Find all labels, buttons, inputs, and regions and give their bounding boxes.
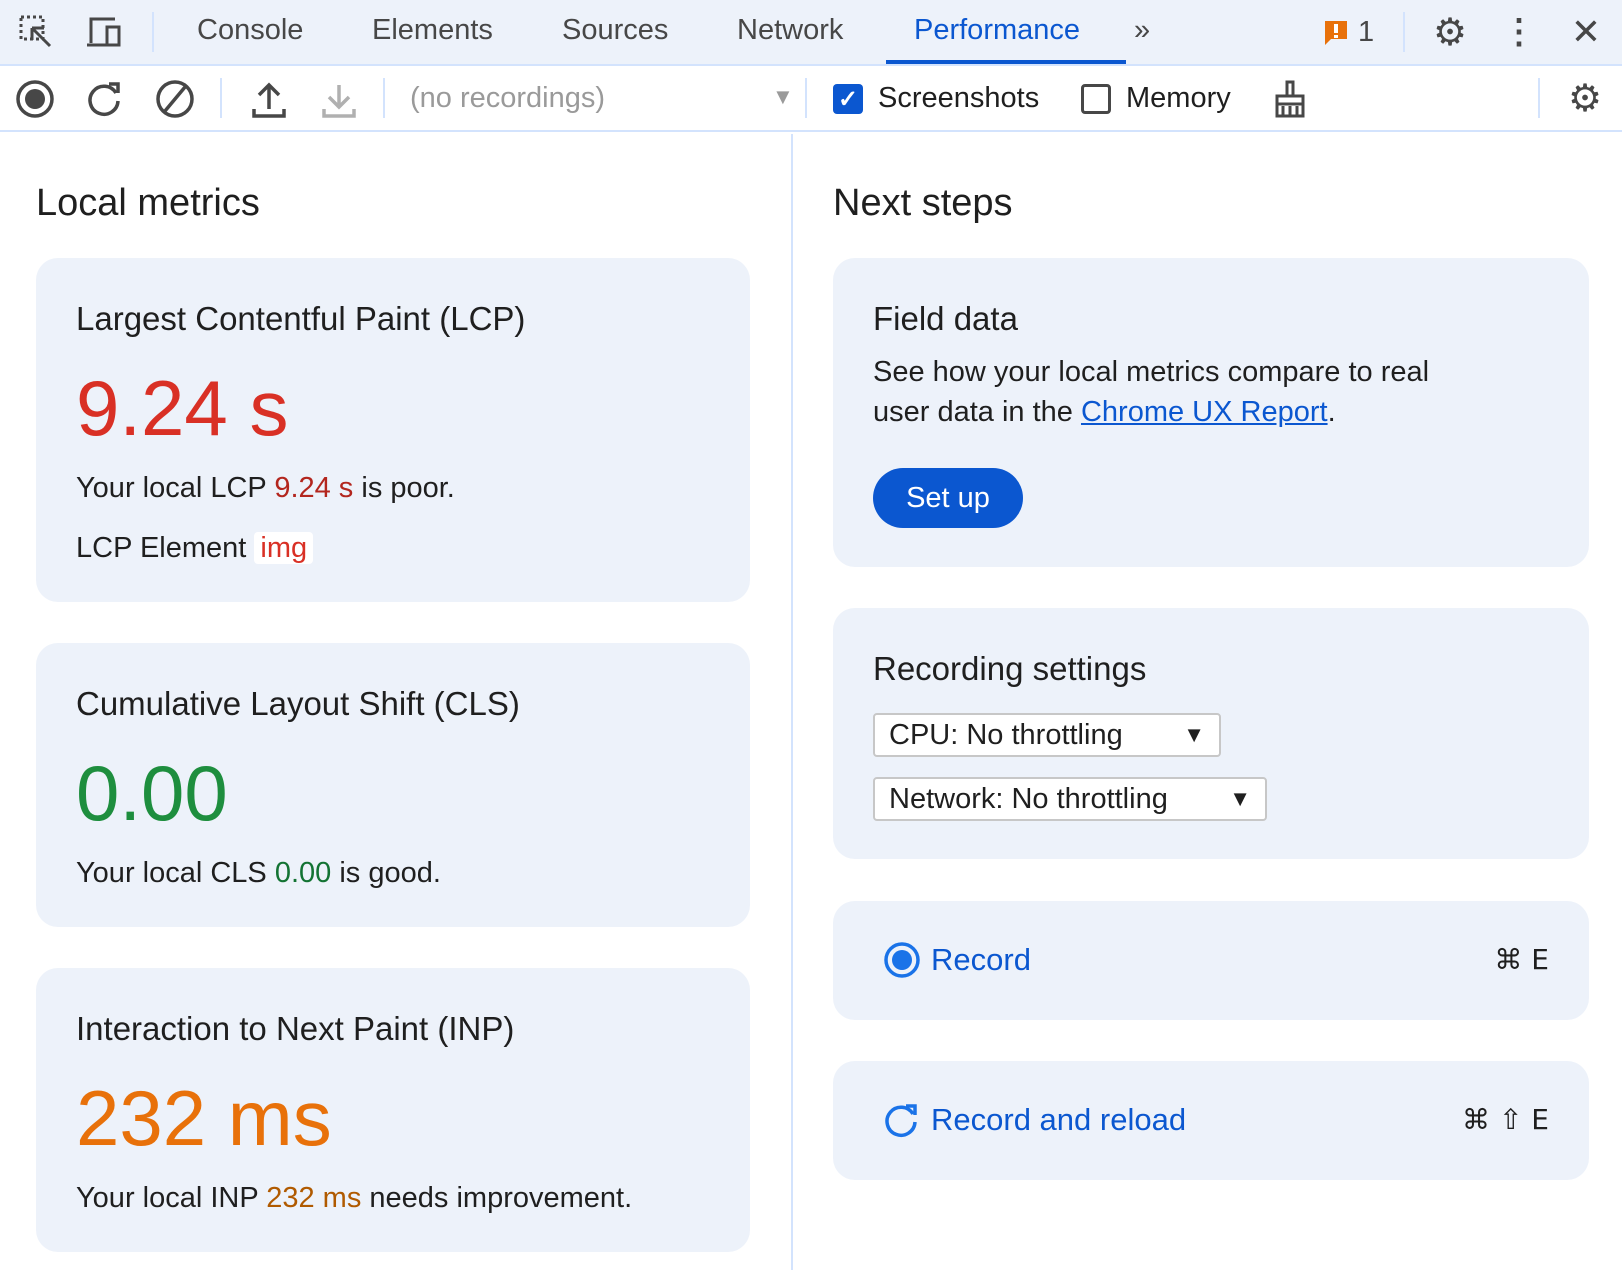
field-data-title: Field data [873,300,1018,337]
tab-network[interactable]: Network [737,14,844,46]
lcp-title: Largest Contentful Paint (LCP) [76,300,526,337]
memory-checkbox[interactable] [1081,84,1111,114]
cls-desc-post: is good. [331,857,441,889]
cls-value: 0.00 [76,749,228,837]
cls-desc-pre: Your local CLS [76,857,275,889]
field-data-card: Field data See how your local metrics co… [833,258,1589,567]
lcp-desc-value: 9.24 s [274,472,354,504]
screenshots-label[interactable]: Screenshots [878,82,1040,114]
reload-record-icon[interactable] [84,78,126,120]
set-up-button[interactable]: Set up [873,468,1023,528]
record-label: Record [931,942,1031,977]
record-action[interactable]: Record [883,941,1031,979]
lcp-element-chip[interactable]: img [254,532,314,564]
record-icon[interactable] [14,78,56,120]
field-data-text-pre: user data in the [873,396,1081,428]
tab-elements[interactable]: Elements [372,14,493,46]
lcp-card: Largest Contentful Paint (LCP) 9.24 s Yo… [36,258,750,602]
next-steps-heading: Next steps [833,182,1013,224]
more-options-icon[interactable]: ⋮ [1502,13,1536,51]
record-and-reload-action[interactable]: Record and reload [883,1101,1186,1139]
lcp-element-label: LCP Element [76,532,247,564]
record-shortcut: ⌘ E [1494,943,1549,976]
close-icon[interactable]: ✕ [1570,11,1602,52]
network-throttling-select[interactable]: Network: No throttling ▼ [873,777,1267,821]
cls-card: Cumulative Layout Shift (CLS) 0.00 Your … [36,643,750,927]
tab-performance[interactable]: Performance [914,14,1081,46]
inp-desc-pre: Your local INP [76,1182,267,1214]
recordings-dropdown[interactable]: (no recordings) [410,82,606,114]
record-and-reload-shortcut: ⌘ ⇧ E [1462,1103,1549,1136]
inp-description: Your local INP 232 ms needs improvement. [76,1182,632,1215]
network-throttling-value: Network: No throttling [889,782,1168,815]
inp-desc-value: 232 ms [266,1182,362,1214]
recording-settings-card: Recording settings CPU: No throttling ▼ N… [833,608,1589,859]
settings-gear-icon[interactable]: ⚙ [1432,11,1468,54]
inp-title: Interaction to Next Paint (INP) [76,1010,515,1047]
dropdown-arrow-icon: ▼ [1183,722,1205,747]
garbage-collect-broom-icon[interactable] [1270,78,1310,120]
cls-desc-value: 0.00 [274,857,332,889]
lcp-desc-pre: Your local LCP [76,472,275,504]
lcp-element-row: LCP Element img [76,532,314,565]
field-data-text-line2: user data in the Chrome UX Report. [873,396,1336,429]
field-data-text-post: . [1327,396,1336,428]
memory-label[interactable]: Memory [1126,82,1231,114]
lcp-desc-post: is poor. [353,472,455,504]
dropdown-arrow-icon: ▼ [1229,786,1251,811]
lcp-value: 9.24 s [76,364,289,452]
reload-icon [885,1104,917,1137]
lcp-description: Your local LCP 9.24 s is poor. [76,472,455,505]
inp-desc-post: needs improvement. [361,1182,633,1214]
tab-sources[interactable]: Sources [562,14,669,46]
recordings-dropdown-arrow-icon[interactable]: ▼ [772,84,794,109]
panel-divider[interactable] [791,134,793,1270]
issues-icon[interactable] [1322,18,1350,48]
cpu-throttling-value: CPU: No throttling [889,718,1123,751]
tab-console[interactable]: Console [197,14,304,46]
recording-settings-title: Recording settings [873,650,1147,687]
cls-title: Cumulative Layout Shift (CLS) [76,685,520,722]
active-tab-indicator [886,60,1126,64]
screenshots-checkbox[interactable]: ✓ [833,84,863,114]
record-and-reload-label: Record and reload [931,1102,1187,1137]
field-data-text-line1: See how your local metrics compare to re… [873,356,1430,388]
inspect-element-icon[interactable] [16,12,56,52]
upload-icon[interactable] [248,78,290,120]
device-toolbar-icon[interactable] [84,12,124,52]
capture-settings-gear-icon[interactable]: ⚙ [1567,77,1603,120]
download-icon[interactable] [318,78,360,120]
local-metrics-heading: Local metrics [36,182,260,224]
performance-toolbar: (no recordings) ▼ ✓ Screenshots Memory ⚙ [0,66,1622,132]
record-and-reload-card[interactable]: Record and reload ⌘ ⇧ E [833,1061,1589,1180]
devtools-tab-bar: Console Elements Sources Network Perform… [0,0,1622,66]
inp-value: 232 ms [76,1074,332,1162]
more-tabs-chevron-icon[interactable]: » [1134,14,1151,46]
inp-card: Interaction to Next Paint (INP) 232 ms Y… [36,968,750,1252]
cls-description: Your local CLS 0.00 is good. [76,857,441,890]
issues-count[interactable]: 1 [1358,16,1375,48]
record-card[interactable]: Record ⌘ E [833,901,1589,1020]
cpu-throttling-select[interactable]: CPU: No throttling ▼ [873,713,1221,757]
record-icon [884,942,920,978]
chrome-ux-report-link[interactable]: Chrome UX Report [1080,396,1328,428]
clear-icon[interactable] [154,78,196,120]
